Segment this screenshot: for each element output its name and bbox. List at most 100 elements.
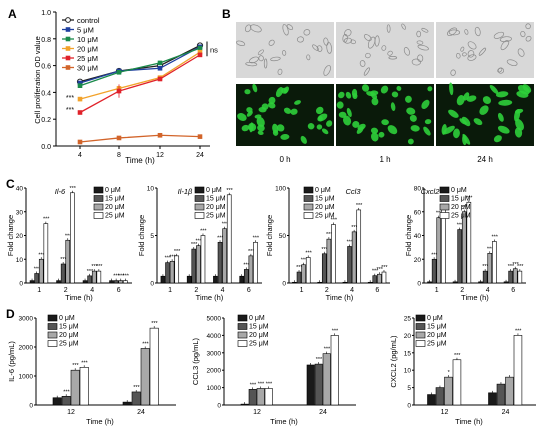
significance-label: *** xyxy=(517,264,524,270)
fluorescent-cell xyxy=(343,115,352,126)
legend-swatch xyxy=(303,212,314,219)
y-axis-label: Cell proliferation OD value xyxy=(33,36,42,124)
data-point xyxy=(197,134,203,139)
legend-swatch xyxy=(415,331,426,339)
fluorescent-cell xyxy=(427,86,433,92)
bar xyxy=(165,262,170,284)
legend-label: 15 μM xyxy=(249,324,269,331)
fluorescent-cell xyxy=(497,112,504,122)
time-label: 24 h xyxy=(477,155,493,164)
legend-label: 25 μM xyxy=(249,341,269,348)
chart-c1: 010203040*********1*********2*********4*… xyxy=(6,186,132,302)
fluorescent-cell xyxy=(459,118,467,125)
cell-outline xyxy=(365,52,371,59)
x-axis-label: Time (h) xyxy=(455,417,483,426)
fluorescent-cell xyxy=(300,135,307,144)
cell-outline xyxy=(282,50,287,56)
y-tick-label: 0 xyxy=(417,281,421,288)
bar xyxy=(222,228,227,284)
legend-swatch xyxy=(93,195,104,202)
legend-label: 25 μM xyxy=(77,54,98,63)
significance-label: *** xyxy=(512,262,519,268)
fluorescent-cell xyxy=(410,125,420,132)
data-point xyxy=(77,110,83,115)
y-axis-label: CCL3 (pg/mL) xyxy=(191,337,200,385)
bar xyxy=(301,264,306,284)
cell-outline xyxy=(277,68,283,75)
x-tick-label: 2 xyxy=(64,287,68,294)
cell-outline xyxy=(326,42,332,54)
bar xyxy=(264,388,273,406)
series-line xyxy=(79,47,201,87)
y-tick-label: 1000 xyxy=(207,385,222,392)
cell-outline xyxy=(363,67,370,76)
y-tick-label: 0 xyxy=(282,281,286,288)
significance-label: *** xyxy=(305,250,312,256)
cell-outline xyxy=(403,47,410,56)
data-point xyxy=(197,49,203,55)
fluorescent-cell xyxy=(357,123,366,131)
cell-outline xyxy=(474,26,481,37)
fluorescent-cell xyxy=(247,122,257,132)
legend-marker xyxy=(65,65,71,70)
significance-label: *** xyxy=(457,223,464,229)
panel-label-d: D xyxy=(6,307,15,321)
cell-outline xyxy=(525,23,531,30)
x-tick-label: 6 xyxy=(375,287,379,294)
cell-outline xyxy=(257,49,264,56)
y-tick-label: 50 xyxy=(279,233,287,240)
fluorescent-cell xyxy=(246,110,253,117)
x-tick-label: 12 xyxy=(156,152,164,159)
significance-label: *** xyxy=(436,211,443,217)
x-tick-label: 6 xyxy=(247,287,251,294)
x-tick-label: 2 xyxy=(194,287,198,294)
bar xyxy=(248,389,257,406)
data-point xyxy=(157,76,163,82)
bar xyxy=(52,397,62,406)
x-tick-label: 1 xyxy=(37,287,41,294)
fluorescent-cell xyxy=(456,95,465,106)
cell-outline xyxy=(245,61,258,67)
y-tick-label: 0.2 xyxy=(41,117,51,124)
significance-label: *** xyxy=(431,252,438,258)
fluorescent-cell xyxy=(448,109,459,118)
legend-swatch xyxy=(237,340,248,347)
significance-label: *** xyxy=(69,186,76,192)
significance-label: *** xyxy=(243,262,250,268)
legend-swatch xyxy=(47,331,58,339)
fluorescent-cell xyxy=(407,138,414,145)
fluorescent-cell xyxy=(449,82,454,96)
bar xyxy=(113,280,119,284)
significance-label: *** xyxy=(66,107,74,114)
cell-outline xyxy=(268,39,275,46)
legend-label: 20 μM xyxy=(249,332,269,339)
significance-label: *** xyxy=(440,199,447,205)
bar xyxy=(457,229,462,284)
significance-label: ns xyxy=(210,46,218,55)
bar xyxy=(505,376,514,406)
y-tick-label: 20 xyxy=(16,233,24,240)
y-tick-label: 10 xyxy=(16,257,24,264)
significance-label: *** xyxy=(491,234,498,240)
fluorescent-cell xyxy=(489,84,499,95)
fluorescent-cell xyxy=(283,107,292,114)
significance-label: *** xyxy=(200,229,207,235)
y-tick-label: 10 xyxy=(147,186,155,193)
y-tick-label: 0 xyxy=(29,403,33,410)
significance-label: *** xyxy=(376,267,383,273)
bar xyxy=(160,275,166,284)
bar xyxy=(482,270,488,284)
bar xyxy=(256,388,265,406)
significance-label: *** xyxy=(60,257,67,263)
cell-outline xyxy=(411,58,421,66)
fluorescent-cell xyxy=(409,114,417,122)
fluorescent-cell xyxy=(378,131,385,138)
cell-outline xyxy=(381,45,387,51)
cell-outline xyxy=(263,58,268,69)
bar xyxy=(381,271,387,284)
significance-label: *** xyxy=(65,233,72,239)
bar xyxy=(431,258,437,284)
fluorescent-cell xyxy=(390,102,396,111)
fluorescent-cell xyxy=(498,99,513,106)
